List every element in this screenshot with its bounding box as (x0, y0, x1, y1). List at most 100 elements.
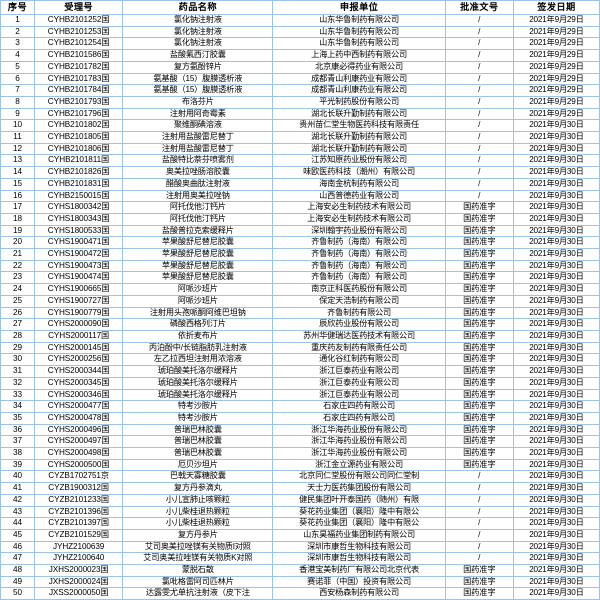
cell-acceptance-number: CYHS2000478国 (34, 411, 124, 425)
cell-applicant: 南京正科医药股份有限公司 (272, 283, 446, 296)
cell-drug-name: 阿哌沙班片 (122, 294, 274, 308)
cell-applicant: 山东华鲁制药有限公司 (272, 37, 446, 51)
cell-acceptance-number: CYHS2000145国 (34, 341, 124, 355)
cell-issue-date: 2021年9月30日 (512, 306, 600, 320)
cell-drug-name: 复方氨酚锌片 (122, 60, 274, 74)
cell-approval-number: 国药准字 (444, 271, 514, 285)
cell-acceptance-number: CYHB2101783国 (34, 72, 124, 86)
table-row: 2 CYHB2101253国 氯化钠注射液 山东华鲁制药有限公司/2021年9月29日 (0, 25, 600, 39)
cell-applicant: 湖北长联升勤制药有限公司 (272, 131, 446, 144)
table-row: 35 CYHS2000478国 特考沙胺片 石家庄四药有限公司 国药准字 2021年9月3… (0, 411, 600, 425)
cell-approval-number: 国药准字 (444, 411, 514, 425)
cell-issue-date: 2021年9月30日 (512, 177, 600, 191)
cell-index: 39 (0, 458, 36, 472)
cell-index: 8 (0, 95, 36, 109)
cell-issue-date: 2021年9月30日 (512, 259, 600, 273)
cell-applicant: 山东昊福药业集团制药有限公司 (272, 528, 446, 542)
cell-acceptance-number: CYHS1900474国 (34, 271, 124, 285)
cell-acceptance-number: CYZB1900312国 (34, 482, 124, 495)
cell-approval-number: / (444, 517, 514, 530)
cell-issue-date: 2021年9月30日 (512, 552, 600, 566)
cell-issue-date: 2021年9月30日 (512, 564, 600, 577)
cell-issue-date: 2021年9月30日 (512, 248, 600, 261)
table-row: 34 CYHS2000477国 特考沙胺片 石家庄四药有限公司 国药准字 2021年9月3… (0, 400, 600, 413)
cell-drug-name: 琥珀酸美托洛尔缓释片 (122, 376, 274, 390)
cell-drug-name: 阿哌沙班片 (122, 283, 274, 296)
cell-drug-name: 复方丹参片 (122, 528, 274, 542)
cell-applicant: 江苏知原药业股份有限公司 (272, 154, 446, 168)
cell-applicant: 浙江华海药业股份有限公司 (272, 435, 446, 449)
cell-acceptance-number: CYHB2101793国 (34, 95, 124, 109)
cell-index: 22 (0, 259, 36, 273)
table-row: 15 CYHB2101831国 醋酸奥曲肽注射液 海南金杭制药有限公司/2021年9月… (0, 177, 600, 191)
cell-approval-number: / (444, 528, 514, 542)
cell-index: 27 (0, 318, 36, 331)
table-row: 17 CYHS1800342国 阿托伐他汀钙片 上海安必生制药技术有限公司 国药准字 20… (0, 201, 600, 214)
cell-approval-number: 国药准字 (444, 248, 514, 261)
cell-issue-date: 2021年9月29日 (512, 37, 600, 51)
table-row: 30 CYHS2000256国 左乙拉西坦注射用浓溶液 通化谷红制药有限公司 国药准字 2… (0, 353, 600, 367)
cell-index: 7 (0, 84, 36, 97)
table-row: 27 CYHS2000090国 磷酸西格列汀片 辰欣药业股份有限公司 国药准字 2021年… (0, 318, 600, 331)
table-row: 44 CYZB2101397国 小儿柴桂退热颗粒 葵花药业集团（襄阳）隆中有限公/20… (0, 517, 600, 530)
table-row: 45 CYZB2101529国 复方丹参片 山东昊福药业集团制药有限公司/2021年9… (0, 528, 600, 542)
table-row: 13 CYHB2101811国 盐酸特比萘芬喷雾剂 江苏知原药业股份有限公司/2021… (0, 154, 600, 168)
cell-applicant: 辰欣药业股份有限公司 (272, 318, 446, 331)
cell-applicant: 山西普德药业有限公司 (272, 189, 446, 203)
table-header-row: 序号 受理号 药品名称 申报单位 批准文号 签发日期 (0, 0, 600, 15)
cell-applicant: 赛诺菲（中国）投资有限公司 (272, 575, 446, 589)
cell-acceptance-number: CYHB2101805国 (34, 131, 124, 144)
cell-approval-number: 国药准字 (444, 435, 514, 449)
cell-approval-number: 国药准字 (444, 329, 514, 343)
cell-index: 26 (0, 306, 36, 320)
cell-issue-date: 2021年9月30日 (512, 166, 600, 179)
cell-acceptance-number: CYHS2000500国 (34, 458, 124, 472)
cell-approval-number: 国药准字 (444, 294, 514, 308)
cell-approval-number: 国药准字 (444, 283, 514, 296)
cell-issue-date: 2021年9月30日 (512, 587, 600, 600)
cell-applicant: 齐鲁制药（海南）有限公司 (272, 271, 446, 285)
cell-index: 16 (0, 189, 36, 203)
cell-index: 30 (0, 353, 36, 367)
cell-drug-name: 苹果酸舒尼替尼胶囊 (122, 236, 274, 250)
cell-acceptance-number: CYHS1900665国 (34, 283, 124, 296)
table-row: 47 JYHZ2100640 艾司奥美拉唑镁有关物质K对照 深圳市康哲生物科技有限公司… (0, 552, 600, 566)
cell-approval-number: / (444, 493, 514, 507)
cell-acceptance-number: CYHS1800533国 (34, 224, 124, 238)
cell-index: 20 (0, 236, 36, 250)
cell-approval-number: 国药准字 (444, 236, 514, 250)
cell-index: 38 (0, 447, 36, 460)
cell-acceptance-number: CYHS1900471国 (34, 236, 124, 250)
cell-drug-name: 氯化钠注射液 (122, 14, 274, 27)
cell-drug-name: 依折麦布片 (122, 329, 274, 343)
cell-acceptance-number: CYHB2101796国 (34, 107, 124, 121)
cell-acceptance-number: CYHB2101826国 (34, 166, 124, 179)
table-row: 5 CYHB2101782国 复方氨酚锌片 北京康必得药业有限公司/2021年9月29… (0, 60, 600, 74)
cell-acceptance-number: CYHS2000346国 (34, 388, 124, 402)
cell-drug-name: 注射用阿奇霉素 (122, 107, 274, 121)
cell-acceptance-number: JYHZ2100640 (34, 552, 124, 566)
cell-applicant: 上海上药中西制药有限公司 (272, 49, 446, 62)
cell-index: 14 (0, 166, 36, 179)
table-row: 32 CYHS2000345国 琥珀酸美托洛尔缓释片 浙江巨泰药业有限公司 国药准字 20… (0, 376, 600, 390)
cell-applicant: 石家庄四药有限公司 (272, 400, 446, 413)
cell-drug-name: 磷酸西格列汀片 (122, 318, 274, 331)
cell-drug-name: 盐酸普拉克索缓释片 (122, 224, 274, 238)
cell-acceptance-number: JXHS2000024国 (34, 575, 124, 589)
cell-acceptance-number: JXHS2000023国 (34, 564, 124, 577)
cell-applicant: 浙江巨泰药业有限公司 (272, 388, 446, 402)
cell-approval-number: / (444, 131, 514, 144)
column-header-approval-number: 批准文号 (444, 0, 514, 15)
cell-approval-number: 国药准字 (444, 212, 514, 226)
cell-issue-date: 2021年9月29日 (512, 72, 600, 86)
cell-approval-number: / (444, 166, 514, 179)
cell-acceptance-number: CYHB2150015国 (34, 189, 124, 203)
cell-applicant: 苏州华健瑞达医药技术有限公司 (272, 329, 446, 343)
cell-drug-name: 注射用盐酸雷尼替丁 (122, 142, 274, 156)
cell-drug-name: 注射用头孢哌酮阿维巴坦钠 (122, 306, 274, 320)
table-row: 10 CYHB2101802国 聚维酮碘溶液 贵州苗仁堂生物医药科技有限责任/2021… (0, 119, 600, 133)
cell-drug-name: 注射用盐酸雷尼替丁 (122, 131, 274, 144)
cell-drug-name: 琥珀酸美托洛尔缓释片 (122, 388, 274, 402)
cell-drug-name: 醋酸奥曲肽注射液 (122, 177, 274, 191)
